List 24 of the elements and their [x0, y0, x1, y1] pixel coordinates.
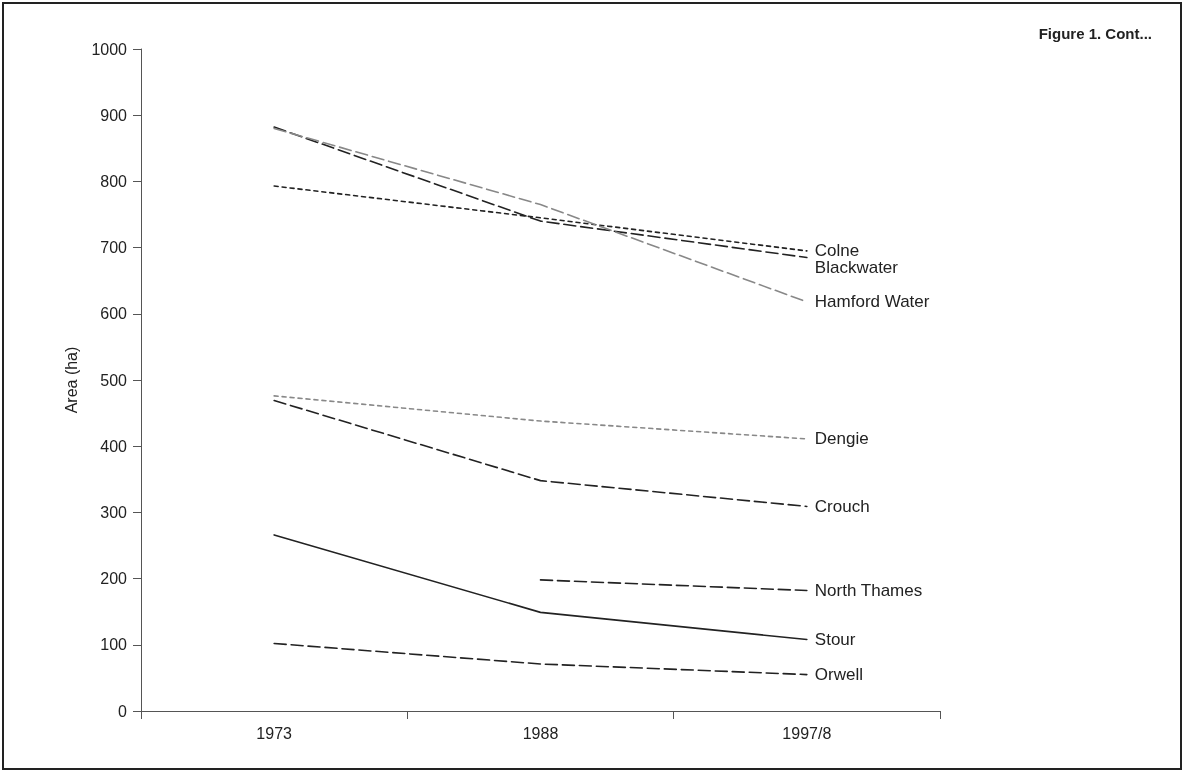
series-label: Hamford Water: [814, 292, 930, 312]
series-label: Blackwater: [814, 258, 899, 278]
series-label: Dengie: [814, 429, 869, 449]
y-tick-label: 600: [100, 305, 128, 323]
caption: Figure 1. Cont...: [1038, 25, 1153, 42]
series-label: Stour: [814, 630, 856, 649]
y-tick-label: 700: [100, 239, 128, 257]
x-tick-label: 1997/8: [782, 724, 832, 742]
y-tick-label: 1000: [91, 40, 128, 58]
y-tick-label: 300: [100, 503, 128, 521]
y-tick-label: 900: [100, 106, 128, 124]
x-tick-label: 1973: [256, 724, 293, 742]
y-tick-label: 200: [100, 570, 128, 588]
y-axis-title: Area (ha): [62, 346, 80, 414]
y-tick-label: 500: [100, 371, 128, 389]
x-tick-label: 1988: [522, 724, 559, 742]
y-tick-label: 0: [118, 702, 128, 720]
series-label: Orwell: [814, 665, 864, 685]
series-label: North Thames: [814, 581, 923, 601]
series-label: Colne: [814, 241, 860, 261]
y-tick-label: 800: [100, 172, 128, 190]
series-label: Crouch: [814, 496, 870, 516]
y-tick-label: 100: [100, 636, 128, 654]
y-tick-label: 400: [100, 437, 128, 455]
